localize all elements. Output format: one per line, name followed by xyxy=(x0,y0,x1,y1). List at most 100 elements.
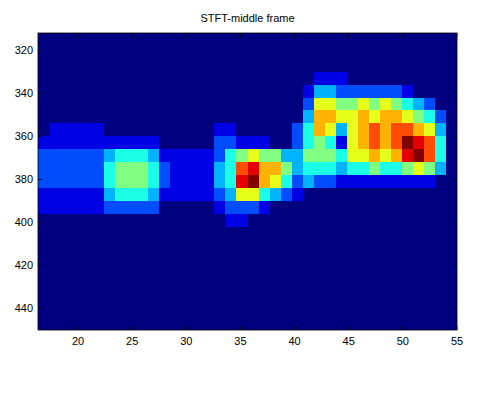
cell xyxy=(104,46,116,59)
cell xyxy=(446,175,457,188)
cell xyxy=(435,201,447,214)
cell xyxy=(181,317,193,330)
cell xyxy=(259,72,271,85)
cell xyxy=(369,201,381,214)
cell xyxy=(413,149,425,162)
cell xyxy=(325,214,337,227)
cell xyxy=(270,123,282,136)
cell xyxy=(214,188,226,201)
cell xyxy=(236,72,248,85)
cell xyxy=(347,278,359,291)
cell xyxy=(60,110,72,123)
cell xyxy=(347,85,359,98)
cell xyxy=(225,123,237,136)
cell xyxy=(148,136,160,149)
cell xyxy=(347,240,359,253)
cell xyxy=(402,265,414,278)
cell xyxy=(314,149,326,162)
cell xyxy=(369,59,381,72)
cell xyxy=(281,188,293,201)
cell xyxy=(192,253,204,266)
cell xyxy=(446,110,457,123)
cell xyxy=(192,123,204,136)
cell xyxy=(391,214,403,227)
cell xyxy=(137,278,149,291)
cell xyxy=(115,162,127,175)
cell xyxy=(203,162,215,175)
cell xyxy=(159,162,171,175)
cell xyxy=(137,85,149,98)
cell xyxy=(446,265,457,278)
cell xyxy=(115,227,127,240)
x-tick xyxy=(294,326,295,330)
cell xyxy=(49,240,61,253)
cell xyxy=(358,85,370,98)
cell xyxy=(303,253,315,266)
cell xyxy=(358,72,370,85)
cell xyxy=(292,201,304,214)
cell xyxy=(126,291,138,304)
cell xyxy=(137,33,149,46)
cell xyxy=(314,278,326,291)
cell xyxy=(336,291,348,304)
cell xyxy=(270,265,282,278)
cell xyxy=(358,59,370,72)
cell xyxy=(402,227,414,240)
cell xyxy=(115,33,127,46)
cell xyxy=(159,278,171,291)
cell xyxy=(369,162,381,175)
cell xyxy=(270,98,282,111)
cell xyxy=(126,188,138,201)
cell xyxy=(391,201,403,214)
cell xyxy=(424,304,436,317)
cell xyxy=(380,278,392,291)
cell xyxy=(435,214,447,227)
cell xyxy=(347,253,359,266)
cell xyxy=(225,85,237,98)
cell xyxy=(115,136,127,149)
cell xyxy=(435,33,447,46)
cell xyxy=(214,317,226,330)
cell xyxy=(115,240,127,253)
cell xyxy=(38,201,50,214)
cell xyxy=(380,162,392,175)
cell xyxy=(402,123,414,136)
cell xyxy=(38,136,50,149)
cell xyxy=(325,317,337,330)
cell xyxy=(93,291,105,304)
cell xyxy=(248,317,260,330)
cell xyxy=(292,33,304,46)
cell xyxy=(192,201,204,214)
cell xyxy=(248,240,260,253)
cell xyxy=(104,201,116,214)
cell xyxy=(148,278,160,291)
cell xyxy=(49,33,61,46)
cell xyxy=(424,175,436,188)
cell xyxy=(325,240,337,253)
cell xyxy=(214,253,226,266)
cell xyxy=(446,98,457,111)
cell xyxy=(336,110,348,123)
y-tick-right xyxy=(453,93,457,94)
cell xyxy=(225,33,237,46)
cell xyxy=(281,240,293,253)
cell xyxy=(358,304,370,317)
cell xyxy=(148,33,160,46)
cell xyxy=(347,201,359,214)
cell xyxy=(159,85,171,98)
cell xyxy=(358,201,370,214)
cell xyxy=(380,214,392,227)
cell xyxy=(435,253,447,266)
cell xyxy=(314,201,326,214)
cell xyxy=(358,136,370,149)
cell xyxy=(225,253,237,266)
cell xyxy=(446,201,457,214)
cell xyxy=(281,72,293,85)
cell xyxy=(170,214,182,227)
cell xyxy=(259,162,271,175)
cell xyxy=(270,85,282,98)
cell xyxy=(259,188,271,201)
cell xyxy=(236,85,248,98)
cell xyxy=(358,175,370,188)
cell xyxy=(435,175,447,188)
